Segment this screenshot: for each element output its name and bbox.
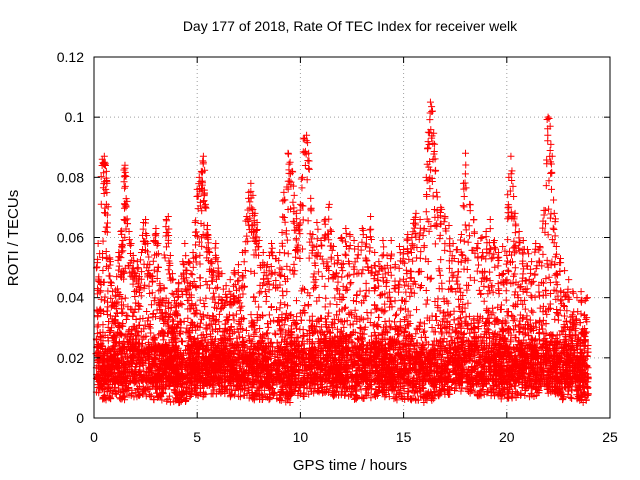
data-point [133,331,141,339]
data-point [325,309,333,317]
data-point [129,312,137,320]
data-point [430,328,438,336]
data-point [227,392,235,400]
data-point [357,325,365,333]
data-point [209,390,217,398]
data-point [375,313,383,321]
data-point [391,318,399,326]
data-point [450,316,458,324]
data-point [273,339,281,347]
data-point [405,388,413,396]
data-point [447,333,455,341]
data-point [392,310,400,318]
data-point [583,352,591,360]
data-point [536,328,544,336]
data-point [184,314,192,322]
data-point [584,348,592,356]
data-point [217,389,225,397]
data-point [235,392,243,400]
data-point [433,316,441,324]
data-points [92,98,592,407]
